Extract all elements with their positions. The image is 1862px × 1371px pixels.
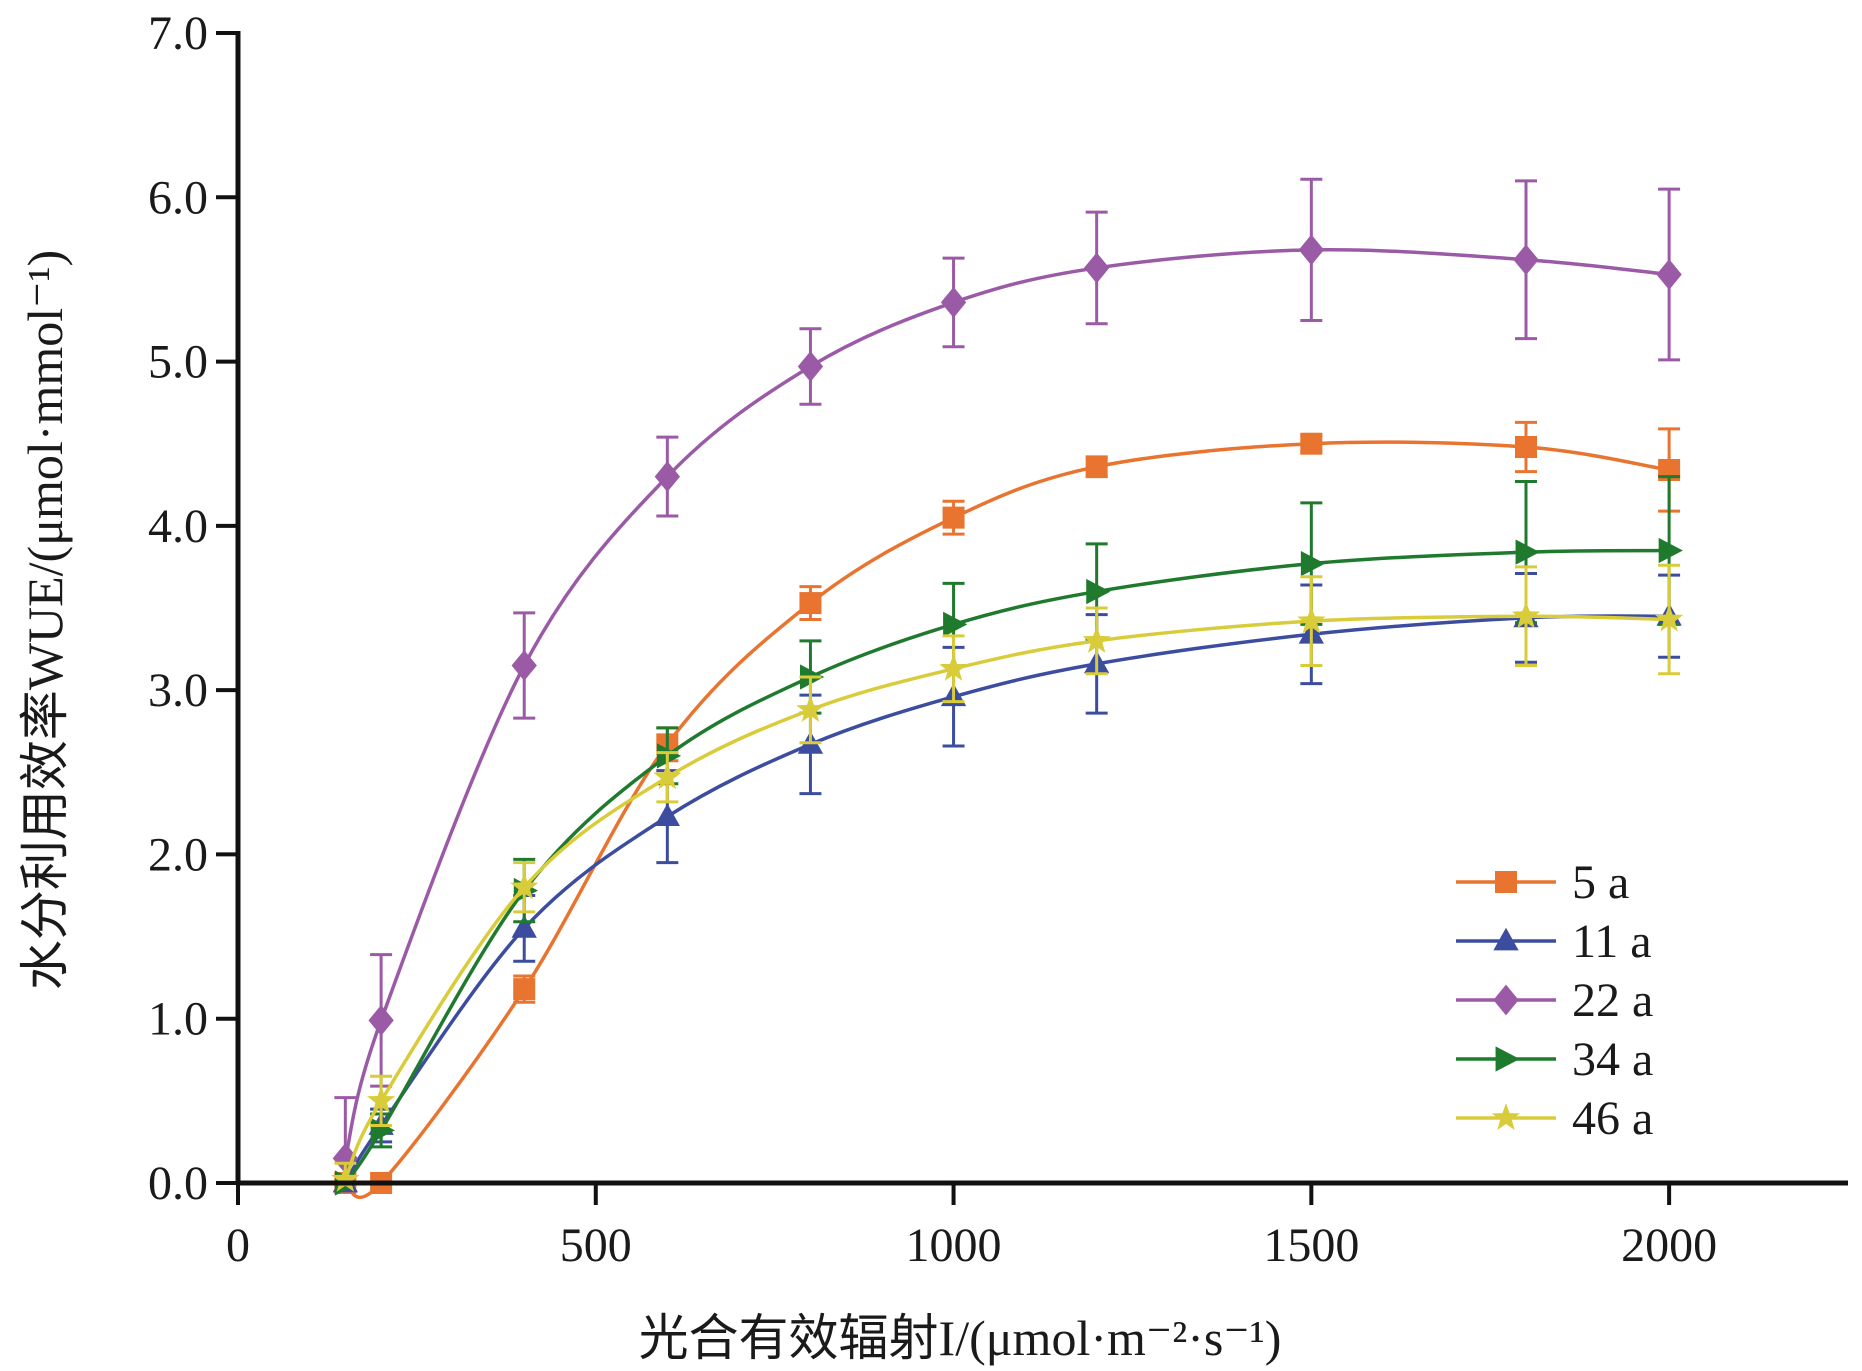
series-46-a xyxy=(331,563,1684,1192)
data-point xyxy=(1300,432,1323,455)
plot-area xyxy=(331,177,1684,1199)
data-point xyxy=(1511,601,1541,629)
series-line xyxy=(343,247,1670,1159)
axes: 0.0 1.0 2.0 3.0 4.0 5.0 6.0 7.0 0 500 1000 1500 2000 xyxy=(148,7,1848,1272)
series-line xyxy=(344,440,1670,1199)
series-line xyxy=(343,614,1670,1184)
series-22-a xyxy=(332,177,1682,1185)
series-line xyxy=(343,614,1670,1181)
series-5-a xyxy=(334,420,1681,1199)
data-point xyxy=(1300,550,1326,577)
legend-entry: 22 a xyxy=(1456,974,1653,1027)
legend-label: 46 a xyxy=(1572,1092,1653,1145)
x-axis-title: 光合有效辐射I/(μmol·m⁻²·s⁻¹) xyxy=(639,1310,1282,1366)
data-point xyxy=(1298,234,1324,266)
x-tick-label: 500 xyxy=(560,1219,632,1272)
y-tick-label: 1.0 xyxy=(148,993,208,1046)
legend-entry: 46 a xyxy=(1456,1092,1653,1145)
data-point xyxy=(654,461,680,492)
y-tick-label: 6.0 xyxy=(148,171,208,224)
x-tick-label: 1000 xyxy=(906,1219,1002,1272)
legend-entry: 11 a xyxy=(1456,915,1652,968)
legend-label: 5 a xyxy=(1572,856,1629,909)
y-axis-title: 水分利用效率WUE/(μmol·mmol⁻¹) xyxy=(17,250,73,990)
y-tick-label: 0.0 xyxy=(148,1157,208,1210)
data-point xyxy=(367,1086,396,1113)
legend-label: 11 a xyxy=(1572,915,1652,968)
data-point xyxy=(799,592,822,615)
data-point xyxy=(654,803,680,826)
legend-label: 34 a xyxy=(1572,1033,1653,1086)
data-point xyxy=(943,611,968,638)
legend-marker xyxy=(1493,927,1519,951)
data-point xyxy=(1297,606,1326,634)
y-tick-label: 3.0 xyxy=(148,664,208,717)
data-point xyxy=(653,762,682,790)
series-line xyxy=(343,548,1670,1185)
legend-label: 22 a xyxy=(1572,974,1653,1027)
data-point xyxy=(510,872,539,900)
data-point xyxy=(1085,455,1108,478)
legend-marker xyxy=(1493,984,1519,1016)
data-point xyxy=(797,351,824,382)
legend: 5 a 11 a 22 a 34 a 46 a xyxy=(1456,856,1653,1145)
data-point xyxy=(939,653,968,681)
legend-entry: 5 a xyxy=(1456,856,1629,909)
data-point xyxy=(796,695,825,722)
data-point xyxy=(1084,252,1110,284)
data-point xyxy=(942,506,965,529)
data-point xyxy=(656,743,682,769)
data-point xyxy=(511,915,537,938)
y-tick-label: 4.0 xyxy=(148,500,208,553)
legend-marker xyxy=(1495,1046,1520,1072)
y-tick-label: 2.0 xyxy=(148,828,208,881)
legend-marker xyxy=(1495,871,1517,893)
data-point xyxy=(1656,259,1682,290)
data-point xyxy=(511,650,537,681)
data-point xyxy=(1658,537,1683,564)
data-point xyxy=(331,1164,360,1192)
y-tick-label: 5.0 xyxy=(148,336,208,389)
data-point xyxy=(1515,436,1537,458)
x-tick-label: 2000 xyxy=(1621,1219,1717,1272)
data-point xyxy=(1515,539,1540,565)
y-tick-label: 7.0 xyxy=(148,7,208,60)
data-point xyxy=(368,1004,394,1036)
legend-marker xyxy=(1491,1103,1521,1130)
x-tick-label: 1500 xyxy=(1263,1219,1359,1272)
data-point xyxy=(1655,604,1684,632)
data-point xyxy=(1513,244,1539,276)
legend-entry: 34 a xyxy=(1456,1033,1653,1086)
data-point xyxy=(513,978,536,1001)
series-34-a xyxy=(334,475,1683,1196)
data-point xyxy=(1082,626,1111,653)
x-tick-label: 0 xyxy=(226,1219,250,1272)
data-point xyxy=(940,287,967,318)
data-point xyxy=(1086,578,1111,605)
